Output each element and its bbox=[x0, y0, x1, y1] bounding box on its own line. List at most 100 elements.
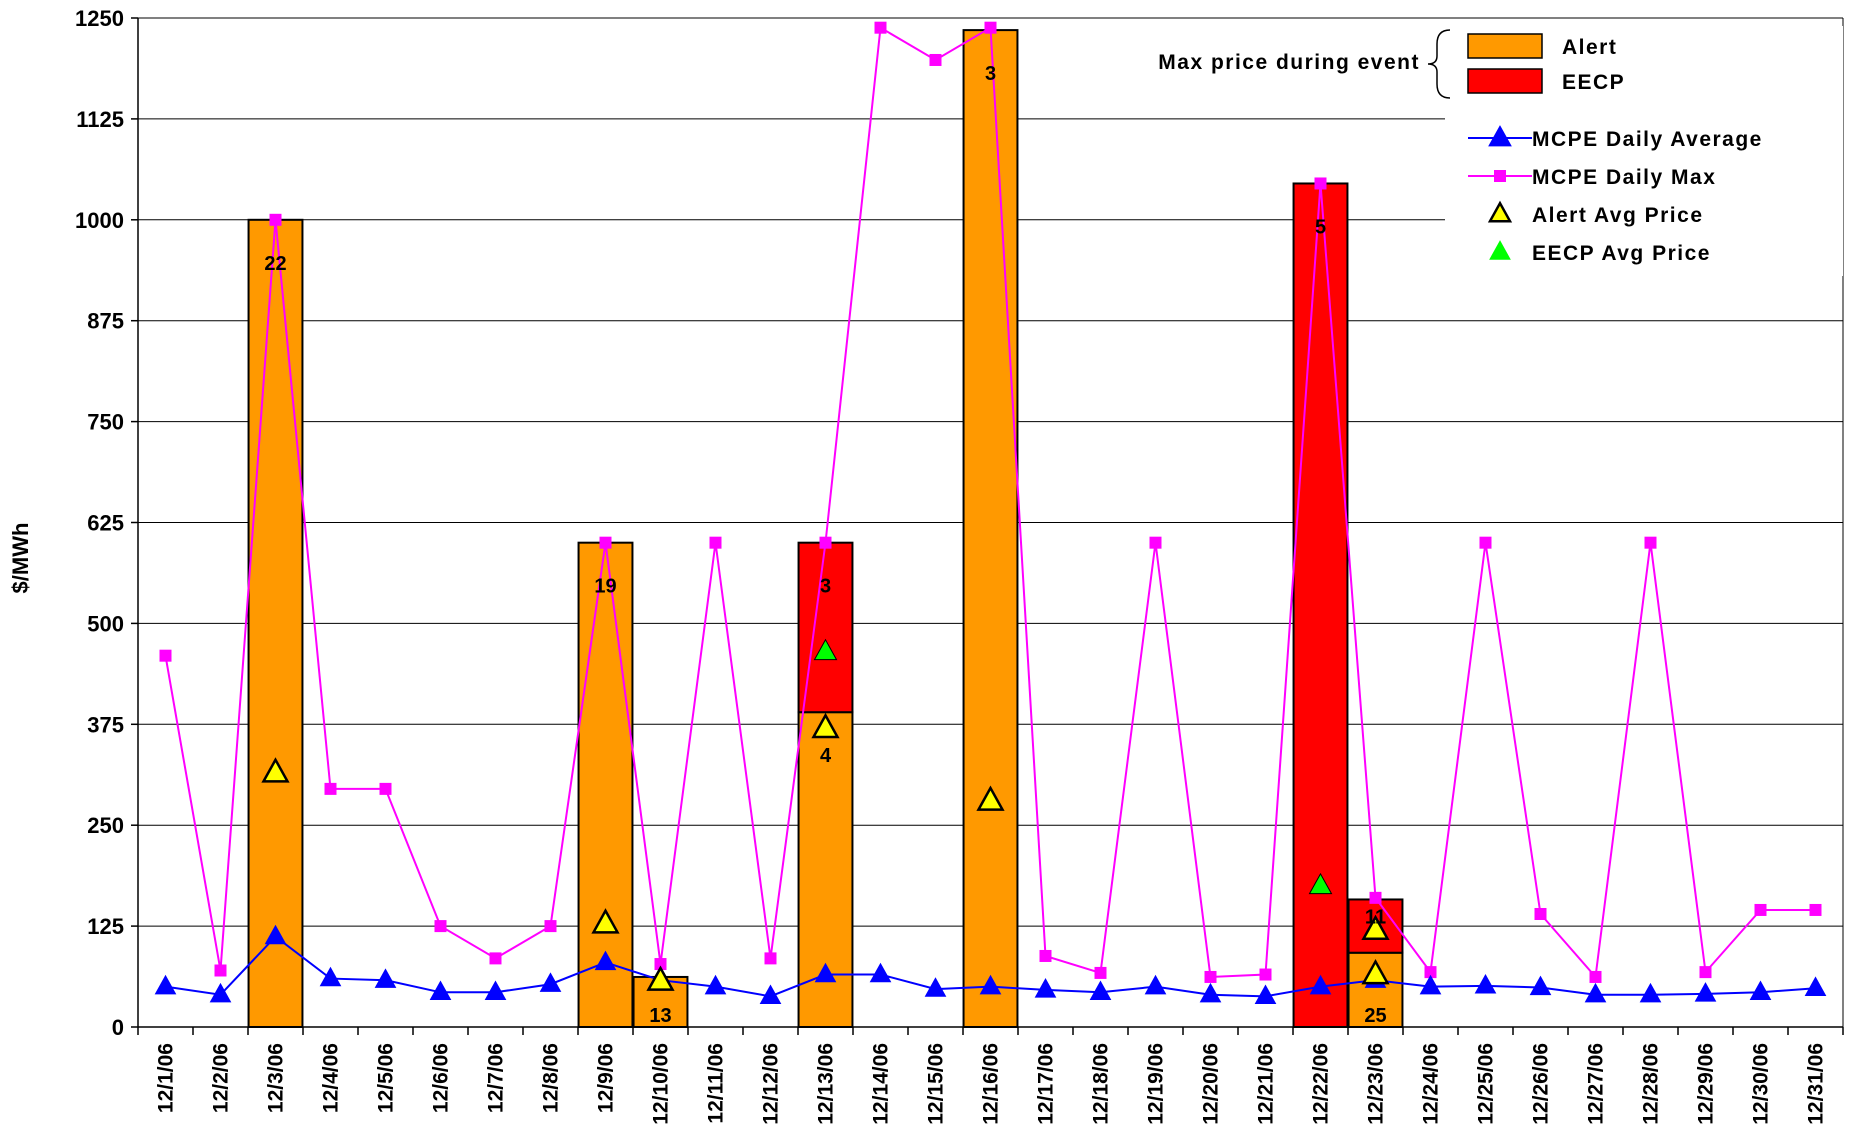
daily-max-point bbox=[1259, 968, 1272, 981]
daily-max-point bbox=[1094, 966, 1107, 979]
legend-swatch bbox=[1467, 68, 1543, 94]
alert-avg-price-point bbox=[1361, 914, 1390, 941]
daily-max-point bbox=[1039, 949, 1052, 962]
x-tick-label: 12/24/06 bbox=[1420, 1043, 1443, 1125]
x-tick-label: 12/2/06 bbox=[210, 1043, 233, 1113]
daily-max-point bbox=[214, 964, 227, 977]
x-tick-label: 12/13/06 bbox=[815, 1043, 838, 1125]
legend-label: EECP bbox=[1562, 71, 1625, 94]
x-tick-label: 12/1/06 bbox=[155, 1043, 178, 1113]
event-count-labels: 22 19 13 4 3 3 5 25 11 bbox=[264, 63, 1386, 1027]
legend-label: Alert bbox=[1562, 36, 1617, 59]
daily-average-point bbox=[319, 966, 342, 987]
daily-average-point bbox=[704, 974, 727, 995]
event-count-label: 13 bbox=[649, 1005, 671, 1027]
daily-max-point bbox=[1204, 970, 1217, 983]
legend: Max price during event Alert EECP MCPE Dail… bbox=[1158, 26, 1843, 276]
alert-avg-price-point bbox=[261, 757, 290, 783]
x-tick-label: 12/28/06 bbox=[1640, 1043, 1663, 1125]
x-tick-label: 12/10/06 bbox=[650, 1043, 673, 1125]
y-tick-label: 750 bbox=[87, 410, 124, 435]
bar-segment-alert bbox=[247, 218, 304, 1029]
daily-max-point bbox=[1754, 903, 1767, 916]
x-tick-label: 12/29/06 bbox=[1695, 1043, 1718, 1125]
x-tick-label: 12/31/06 bbox=[1805, 1043, 1828, 1125]
daily-max-point bbox=[1314, 177, 1327, 190]
x-tick-label: 12/15/06 bbox=[925, 1043, 948, 1125]
daily-average-point bbox=[1144, 974, 1167, 995]
daily-average-point bbox=[209, 982, 232, 1003]
event-count-label: 25 bbox=[1364, 1005, 1386, 1027]
daily-average-point bbox=[429, 980, 452, 1000]
x-tick-label: 12/16/06 bbox=[980, 1043, 1003, 1125]
legend-bracket bbox=[1427, 29, 1451, 99]
x-tick-label: 12/18/06 bbox=[1090, 1043, 1113, 1125]
legend-marker bbox=[1494, 170, 1506, 182]
legend-label: MCPE Daily Average bbox=[1532, 128, 1763, 151]
x-tick-label: 12/4/06 bbox=[320, 1043, 343, 1113]
daily-max-point bbox=[819, 536, 832, 549]
daily-average-point bbox=[1419, 974, 1442, 995]
daily-max-point bbox=[599, 536, 612, 549]
y-tick-label: 1000 bbox=[75, 208, 124, 233]
x-tick-label: 12/21/06 bbox=[1255, 1043, 1278, 1125]
x-tick-label: 12/7/06 bbox=[485, 1043, 508, 1113]
bar-segment-eecp bbox=[1292, 182, 1349, 1028]
daily-average-point bbox=[1254, 984, 1277, 1005]
daily-average-point bbox=[374, 968, 397, 988]
x-tick-label: 12/25/06 bbox=[1475, 1043, 1498, 1125]
alert-avg-price-point bbox=[646, 965, 675, 991]
event-count-label: 5 bbox=[1315, 216, 1326, 238]
alert-avg-price-point bbox=[591, 908, 620, 934]
daily-max-point bbox=[269, 213, 282, 226]
daily-average-point bbox=[759, 984, 782, 1005]
eecp-avg-price-point bbox=[813, 638, 838, 661]
legend-marker bbox=[1487, 200, 1513, 223]
legend-label: MCPE Daily Max bbox=[1532, 166, 1716, 189]
daily-average-point bbox=[1034, 978, 1057, 998]
daily-max-point bbox=[1589, 970, 1602, 983]
axes bbox=[131, 17, 1844, 1035]
x-tick-label: 12/6/06 bbox=[430, 1043, 453, 1113]
y-tick-label: 625 bbox=[87, 511, 124, 536]
event-count-label: 22 bbox=[264, 253, 286, 275]
daily-max-point bbox=[764, 952, 777, 965]
y-tick-label: 875 bbox=[87, 309, 124, 334]
daily-average-point bbox=[1474, 974, 1497, 994]
daily-max-point bbox=[489, 952, 502, 965]
daily-max-point bbox=[1479, 536, 1492, 549]
series-markers bbox=[154, 21, 1827, 1005]
daily-average-point bbox=[814, 962, 837, 983]
eecp-avg-price-point bbox=[1308, 872, 1333, 895]
daily-average-point bbox=[1584, 982, 1607, 1003]
daily-max-point bbox=[709, 536, 722, 549]
daily-max-point bbox=[1149, 536, 1162, 549]
x-tick-label: 12/14/06 bbox=[870, 1043, 893, 1125]
daily-max-point bbox=[434, 920, 447, 933]
daily-average-point bbox=[1309, 974, 1332, 995]
daily-max-point bbox=[1644, 536, 1657, 549]
daily-average-point bbox=[539, 972, 562, 992]
daily-average-point bbox=[1089, 980, 1112, 1000]
x-tick-label: 12/19/06 bbox=[1145, 1043, 1168, 1125]
legend-bracket-label: Max price during event bbox=[1158, 51, 1420, 74]
daily-average-point bbox=[924, 977, 947, 997]
legend-swatch bbox=[1467, 33, 1543, 59]
daily-max-point bbox=[1424, 966, 1437, 979]
bar-segment-alert bbox=[577, 541, 634, 1028]
y-axis-label: $/MWh bbox=[8, 523, 33, 594]
event-count-label: 3 bbox=[820, 576, 831, 598]
legend-marker bbox=[1488, 125, 1512, 147]
daily-average-point bbox=[1804, 976, 1827, 996]
daily-max-point bbox=[874, 21, 887, 34]
alert-avg-price-point bbox=[811, 712, 840, 739]
event-count-label: 4 bbox=[820, 745, 832, 767]
x-tick-label: 12/30/06 bbox=[1750, 1043, 1773, 1125]
daily-max-point bbox=[159, 649, 172, 662]
bar-segment-alert bbox=[962, 29, 1019, 1029]
x-tick-label: 12/9/06 bbox=[595, 1043, 618, 1113]
daily-max-point bbox=[379, 782, 392, 795]
y-tick-label: 0 bbox=[112, 1015, 124, 1040]
alert-avg-price-point bbox=[1361, 958, 1390, 985]
daily-average-point bbox=[1749, 980, 1772, 1000]
